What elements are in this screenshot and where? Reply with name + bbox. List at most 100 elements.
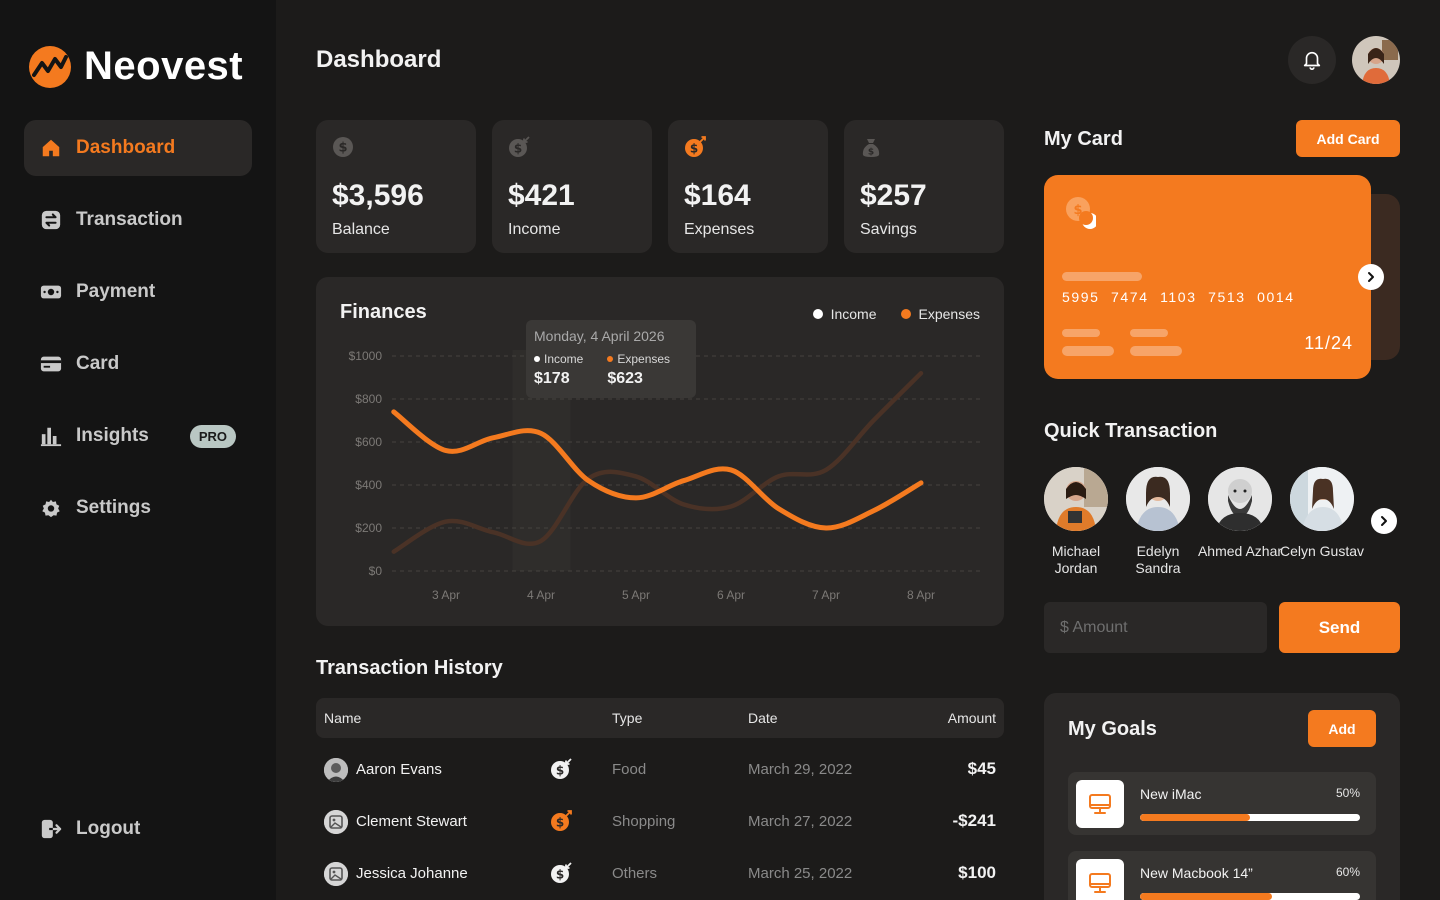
contact-item[interactable]: Celyn Gustav <box>1280 467 1364 560</box>
goal-item[interactable]: New iMac 50% <box>1068 772 1376 835</box>
logout-icon <box>41 819 62 839</box>
y-tick-label: $600 <box>355 435 382 449</box>
card-placeholder-bar <box>1062 346 1114 356</box>
contact-item[interactable]: Ahmed Azhar <box>1198 467 1282 560</box>
legend-item-expenses[interactable]: Expenses <box>900 306 980 322</box>
tooltip-expenses: Expenses $623 <box>607 352 670 388</box>
card-placeholder-bar <box>1130 329 1168 337</box>
card-placeholder-bar <box>1130 346 1182 356</box>
bell-icon <box>1303 51 1321 70</box>
series-line-expenses <box>391 409 924 531</box>
contact-item[interactable]: Edelyn Sandra <box>1126 467 1190 577</box>
y-tick-label: $200 <box>355 521 382 535</box>
goal-percent: 60% <box>1335 865 1360 879</box>
sidebar-item-label: Payment <box>76 281 156 302</box>
brand-name: Neovest <box>84 44 244 88</box>
stat-card-savings[interactable]: $ $257 Savings <box>844 120 1004 253</box>
chart-tooltip: Monday, 4 April 2026 Income $178 Expense… <box>526 320 696 398</box>
row-amount: $45 <box>967 759 996 778</box>
dollar-coin-icon: $ <box>333 137 353 157</box>
card-coin-icon: $ <box>1066 197 1096 229</box>
stat-value: $3,596 <box>332 179 424 212</box>
sidebar-item-settings[interactable]: Settings <box>24 480 252 536</box>
goals-title: My Goals <box>1068 718 1157 740</box>
brand[interactable]: Neovest <box>28 44 243 89</box>
card-placeholder-bar <box>1062 329 1100 337</box>
quick-transaction-title: Quick Transaction <box>1044 420 1218 442</box>
chart-bars-icon <box>40 425 62 447</box>
sidebar-item-card[interactable]: Card <box>24 336 252 392</box>
row-amount: $100 <box>958 863 996 882</box>
goal-progress-fill <box>1140 893 1272 900</box>
stat-label: Savings <box>860 221 917 238</box>
logout-label: Logout <box>76 818 141 839</box>
page-title: Dashboard <box>316 46 442 73</box>
transaction-history-title: Transaction History <box>316 657 503 679</box>
sidebar-item-dashboard[interactable]: Dashboard <box>24 120 252 176</box>
goal-progress-track <box>1140 893 1360 900</box>
add-goal-button[interactable]: Add <box>1308 710 1376 747</box>
goal-progress-fill <box>1140 814 1250 821</box>
monitor-icon <box>1076 780 1124 828</box>
stat-value: $257 <box>860 179 927 212</box>
svg-text:$: $ <box>556 868 564 882</box>
y-tick-label: $800 <box>355 392 382 406</box>
table-row[interactable]: Clement Stewart $ Shopping March 27, 202… <box>316 796 1004 848</box>
row-amount: -$241 <box>952 811 996 830</box>
credit-card[interactable]: $ 5995 7474 1103 7513 0014 11/24 <box>1044 175 1371 379</box>
svg-text:$: $ <box>1073 203 1082 218</box>
row-type: Others <box>612 865 658 882</box>
dollar-out-icon: $ <box>685 136 706 157</box>
table-header: Name Type Date Amount <box>316 698 1004 738</box>
sidebar-item-label: Insights <box>76 425 149 446</box>
stat-card-expenses[interactable]: $ $164 Expenses <box>668 120 828 253</box>
row-type: Shopping <box>612 813 676 830</box>
avatar <box>324 758 348 782</box>
goal-item[interactable]: New Macbook 14” 60% <box>1068 851 1376 900</box>
column-header-date[interactable]: Date <box>748 710 778 726</box>
tooltip-expenses-label: Expenses <box>617 352 671 366</box>
avatar <box>324 810 348 834</box>
legend-item-income[interactable]: Income <box>812 306 877 322</box>
user-avatar[interactable] <box>1352 36 1400 84</box>
amount-input[interactable] <box>1044 602 1267 653</box>
contact-item[interactable]: Michael Jordan <box>1044 467 1108 577</box>
x-tick-label: 5 Apr <box>622 588 650 602</box>
stat-label: Income <box>508 221 561 238</box>
svg-text:$: $ <box>338 141 347 156</box>
x-tick-label: 8 Apr <box>907 588 935 602</box>
stat-card-income[interactable]: $ $421 Income <box>492 120 652 253</box>
row-type: Food <box>612 761 647 778</box>
avatar <box>1208 467 1272 531</box>
table-row[interactable]: Aaron Evans $ Food March 29, 2022 $45 <box>316 744 1004 796</box>
contact-name: Edelyn Sandra <box>1135 543 1181 576</box>
column-header-type[interactable]: Type <box>612 710 643 726</box>
dollar-in-icon: $ <box>509 136 530 157</box>
sidebar-nav: Dashboard Transaction Payment Card Insig… <box>24 120 252 552</box>
add-card-button[interactable]: Add Card <box>1296 120 1400 157</box>
notifications-button[interactable] <box>1288 36 1336 84</box>
sidebar: Neovest Dashboard Transaction Payment Ca… <box>0 0 276 900</box>
send-button[interactable]: Send <box>1279 602 1400 653</box>
avatar <box>324 862 348 886</box>
finances-chart[interactable]: $0 $200 $400 $600 $800 $1000 3 Apr 4 Apr 5 Apr 6 … <box>316 277 1004 626</box>
y-tick-label: $400 <box>355 478 382 492</box>
sidebar-item-insights[interactable]: Insights PRO <box>24 408 252 464</box>
goal-name: New iMac <box>1140 786 1202 802</box>
card-number: 5995 7474 1103 7513 0014 <box>1062 289 1295 305</box>
column-header-amount[interactable]: Amount <box>947 710 996 726</box>
svg-text:$: $ <box>514 142 522 156</box>
goals-panel: My Goals Add New iMac 50% New Macbook 14… <box>1044 693 1400 900</box>
sidebar-item-transaction[interactable]: Transaction <box>24 192 252 248</box>
table-row[interactable]: Jessica Johanne $ Others March 25, 2022 … <box>316 848 1004 900</box>
logout-button[interactable]: Logout <box>40 818 140 840</box>
chevron-right-icon <box>1381 516 1387 526</box>
sidebar-item-payment[interactable]: Payment <box>24 264 252 320</box>
stat-value: $421 <box>508 179 575 212</box>
contacts-next-button[interactable] <box>1371 508 1397 534</box>
card-next-button[interactable] <box>1358 264 1384 290</box>
chart-legend: Income Expenses <box>812 306 980 322</box>
stat-card-balance[interactable]: $ $3,596 Balance <box>316 120 476 253</box>
goal-name: New Macbook 14” <box>1140 865 1253 881</box>
column-header-name[interactable]: Name <box>324 710 362 726</box>
